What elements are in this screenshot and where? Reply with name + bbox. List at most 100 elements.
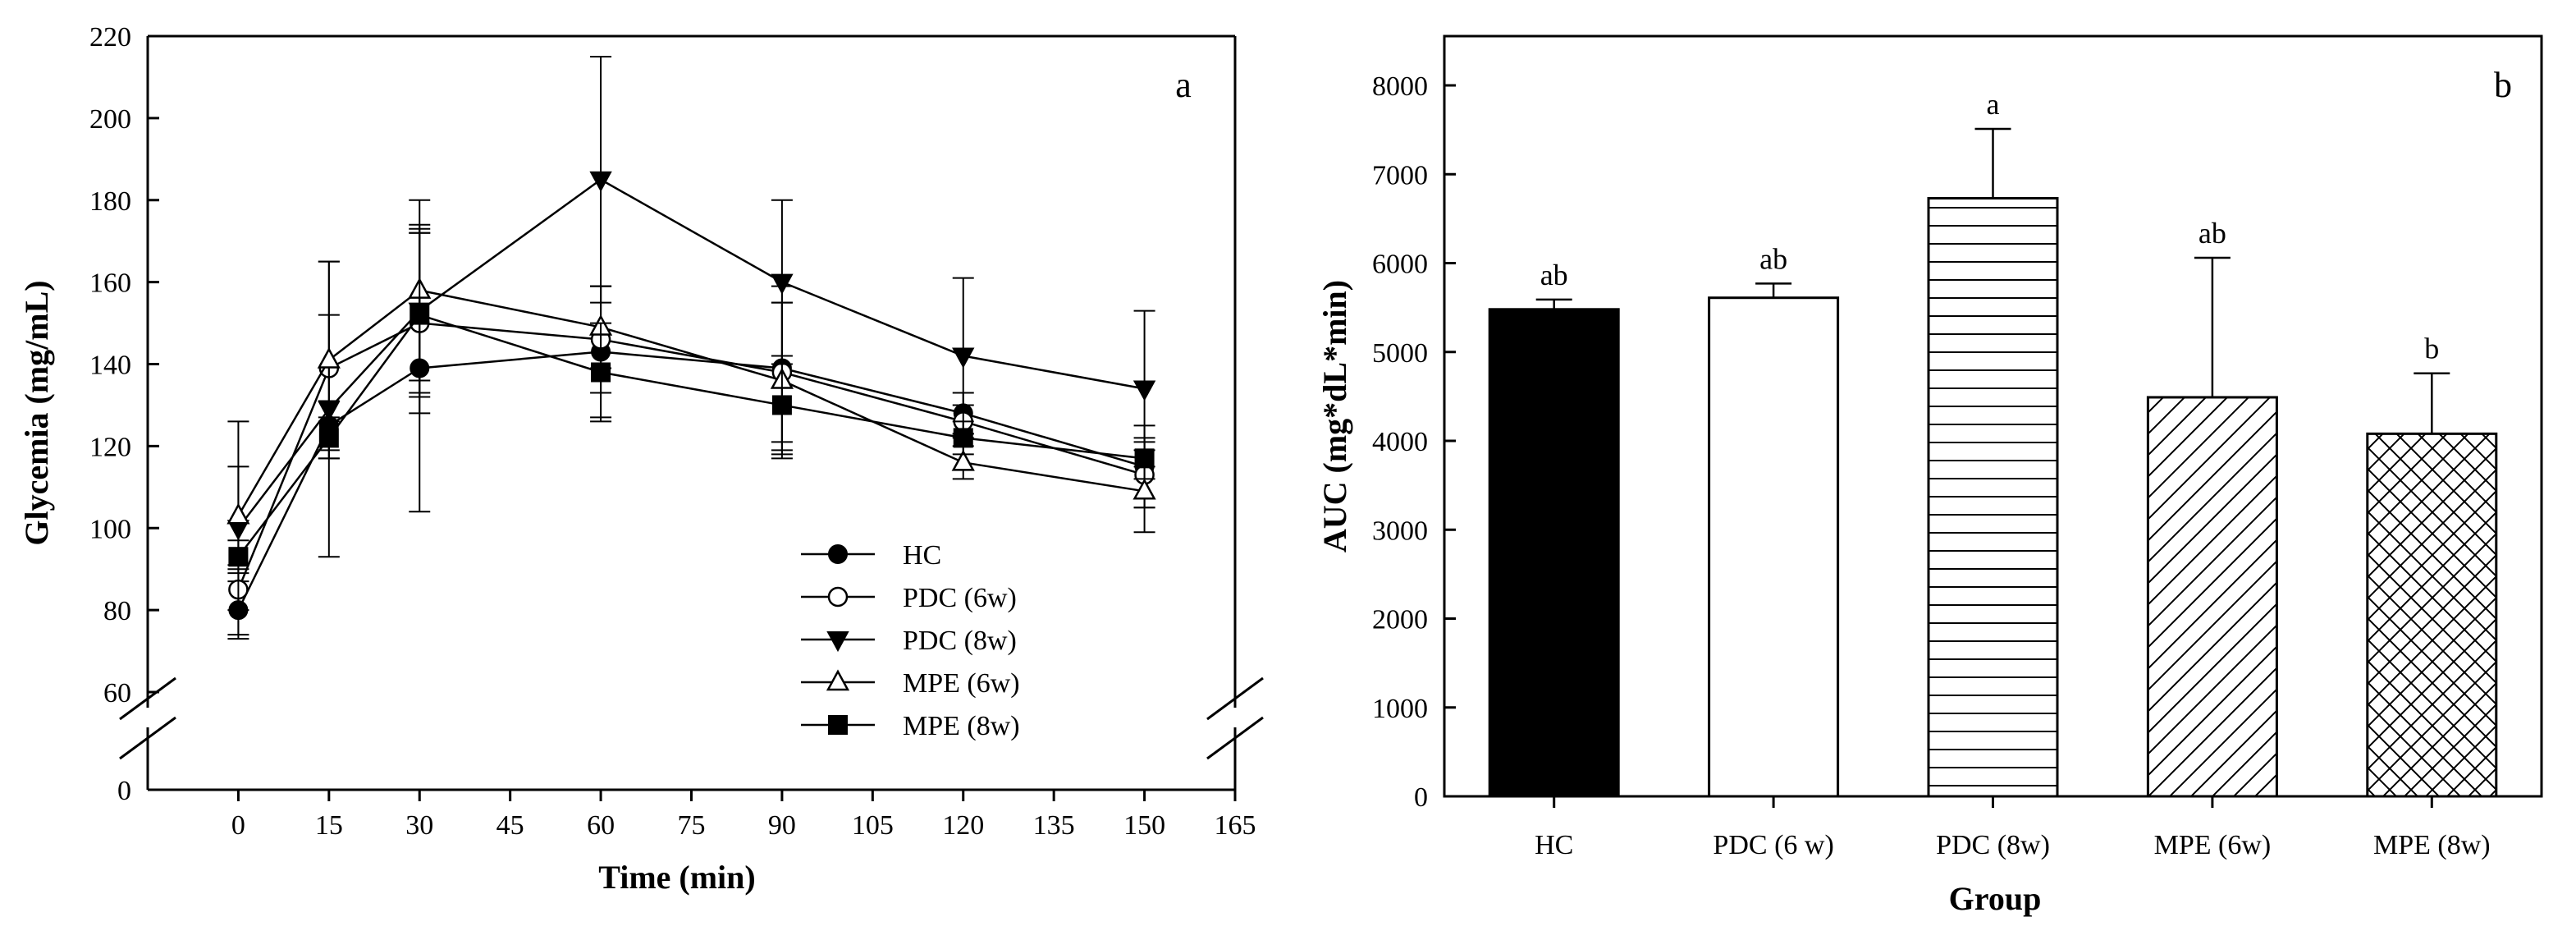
legend-item-hc: HC: [801, 540, 941, 571]
y-tick-label: 4000: [1372, 427, 1428, 457]
legend-item-mpe-6w: MPE (6w): [801, 668, 1020, 699]
legend-item-mpe-8w: MPE (8w): [801, 711, 1020, 741]
bar: [2146, 396, 2278, 798]
legend-label: PDC (6w): [903, 583, 1017, 613]
category-label: MPE (6w): [2154, 830, 2272, 860]
x-tick-label: 30: [405, 810, 433, 841]
y-tick-label: 120: [89, 432, 131, 462]
data-point: [771, 273, 794, 295]
significance-label: ab: [1540, 259, 1568, 291]
y-tick-label: 1000: [1372, 694, 1428, 724]
legend-marker: [826, 669, 850, 691]
x-tick-label: 15: [315, 810, 343, 841]
bar-group: ab HC ab PDC (6 w) a PDC (8w) ab MPE (6w) b MPE (…: [1488, 88, 2498, 860]
y-tick-label: 80: [103, 596, 131, 626]
legend-item-pdc-6w: PDC (6w): [801, 583, 1017, 613]
data-point: [228, 547, 249, 567]
data-point: [318, 428, 339, 448]
x-tick-label: 0: [231, 810, 245, 841]
series-mpe-8w: [227, 232, 1155, 575]
series-pdc-8w: [226, 55, 1156, 636]
significance-label: a: [1987, 88, 2000, 121]
data-point: [589, 171, 612, 192]
y-tick-label: 60: [103, 678, 131, 708]
x-tick-label: 165: [1215, 810, 1256, 841]
x-tick-label: 105: [852, 810, 894, 841]
legend-label: PDC (8w): [903, 626, 1017, 656]
legend-marker: [826, 631, 849, 653]
significance-label: ab: [2199, 217, 2226, 250]
x-tick-label: 45: [496, 810, 524, 841]
legend: HC PDC (6w) PDC (8w) MPE (6w) MPE (8w): [801, 540, 1020, 741]
data-point: [953, 428, 973, 448]
x-tick-label: 90: [768, 810, 796, 841]
y-tick-label: 180: [89, 186, 131, 217]
y-tick-label: 200: [89, 104, 131, 135]
bar-group-pdc-8w: a PDC (8w): [1927, 88, 2059, 860]
bar-group-mpe-6w: ab MPE (6w): [2146, 217, 2278, 860]
x-tick-label: 135: [1033, 810, 1075, 841]
bar-group-mpe-8w: b MPE (8w): [2366, 332, 2498, 860]
significance-label: ab: [1759, 242, 1787, 275]
data-point: [952, 347, 975, 369]
bar-group-pdc-6-w: ab PDC (6 w): [1708, 242, 1840, 860]
bar-group-hc: ab HC: [1488, 259, 1620, 860]
y-tick-label: 2000: [1372, 605, 1428, 635]
bar: [1927, 196, 2059, 798]
series-mpe-6w: [226, 199, 1156, 566]
x-axis-title: Time (min): [598, 859, 755, 896]
data-point: [591, 362, 611, 383]
y-tick-label: 160: [89, 268, 131, 299]
bar: [1708, 296, 1840, 798]
category-label: MPE (8w): [2373, 830, 2491, 860]
legend-label: HC: [903, 540, 941, 571]
legend-marker: [827, 586, 849, 608]
series-pdc-6w: [227, 232, 1155, 612]
legend-label: MPE (8w): [903, 711, 1020, 741]
axis-break-mark: [119, 716, 176, 760]
data-point: [951, 449, 975, 471]
y-tick-label: 5000: [1372, 338, 1428, 369]
data-point: [317, 346, 341, 369]
axis-break-mark: [1206, 676, 1264, 721]
category-label: HC: [1535, 830, 1573, 860]
y-tick-label: 0: [1414, 782, 1428, 813]
series-hc: [227, 223, 1155, 640]
data-point: [1132, 380, 1156, 401]
legend-marker: [828, 715, 848, 735]
y-tick-label: 100: [89, 514, 131, 544]
bar: [1488, 308, 1620, 798]
y-axis-ticks: 0 1000 2000 3000 4000 5000 6000 7000 8000: [1372, 71, 1456, 813]
y-tick-label: 7000: [1372, 160, 1428, 190]
legend-marker: [828, 544, 848, 564]
axis-break-mark: [1206, 716, 1264, 760]
axis-break-marks: [119, 676, 1264, 760]
data-point: [1134, 448, 1155, 469]
series-line: [237, 289, 1145, 516]
bar: [2366, 432, 2498, 798]
data-point: [1132, 478, 1156, 500]
legend-item-pdc-8w: PDC (8w): [801, 626, 1017, 656]
data-point: [410, 305, 430, 325]
legend-label: MPE (6w): [903, 668, 1020, 699]
x-axis-ticks: 0 15 30 45 60 75 90 105 120 135 150 165: [231, 790, 1256, 841]
category-label: PDC (8w): [1936, 830, 2050, 860]
y-axis-ticks: 0 60 80 100 120 140 160 180 200 220: [89, 22, 159, 806]
panel-label-b: b: [2494, 65, 2512, 105]
y-tick-label: 0: [117, 776, 131, 806]
y-tick-label: 140: [89, 351, 131, 381]
x-axis-title: Group: [1949, 880, 2042, 917]
x-tick-label: 150: [1123, 810, 1165, 841]
line-series-group: [226, 55, 1156, 640]
series-line: [237, 351, 1145, 611]
y-axis-title: Glycemia (mg/mL): [18, 280, 55, 545]
y-tick-label: 3000: [1372, 516, 1428, 546]
x-tick-label: 60: [587, 810, 615, 841]
x-tick-label: 75: [678, 810, 706, 841]
y-axis-title: AUC (mg*dL*min): [1316, 280, 1353, 553]
data-point: [771, 395, 792, 415]
data-point: [226, 502, 250, 525]
category-label: PDC (6 w): [1713, 830, 1833, 860]
